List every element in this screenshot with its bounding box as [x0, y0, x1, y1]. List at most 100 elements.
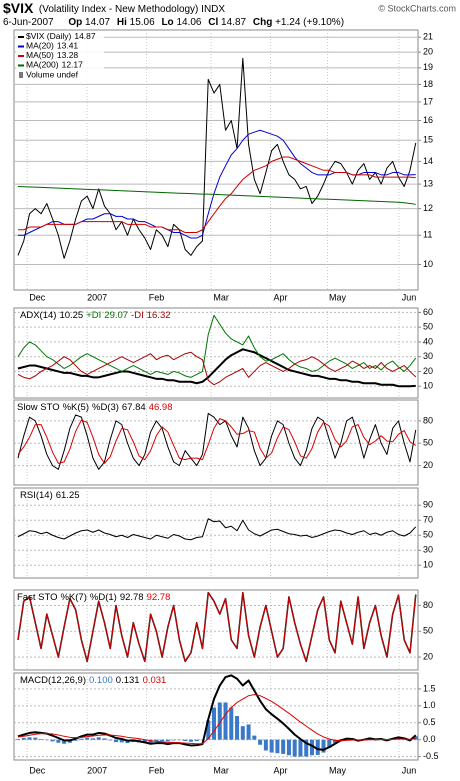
histogram-bar [171, 739, 176, 741]
series-line [17, 314, 417, 378]
legend-extra: Volume undef [26, 69, 79, 79]
histogram-bar [246, 724, 251, 740]
histogram-bar [90, 738, 95, 740]
legend-entry: MA(20) 13.41 [26, 41, 78, 51]
quote-line: 6-Jun-2007 Op 14.07 Hi 15.06 Lo 14.06 Cl… [3, 17, 344, 28]
legend-value: 13.28 [57, 50, 79, 60]
series-name: %D(1) [90, 592, 117, 603]
histogram-bar [269, 739, 274, 753]
series-value: 61.25 [56, 490, 80, 501]
y-tick-label: 16 [423, 115, 433, 125]
x-tick-label: Dec [29, 292, 46, 302]
histogram-bar [298, 739, 303, 757]
y-tick-label: 20 [423, 651, 433, 661]
histogram-bar [304, 739, 309, 757]
panel-title: Slow STO %K(5) %D(3) 67.84 46.98 [17, 402, 172, 413]
histogram-bar [142, 739, 147, 743]
legend-name: MA(200) [26, 60, 59, 70]
y-tick-label: 80 [423, 600, 433, 610]
histogram-bar [16, 739, 20, 740]
quote-value: 14.07 [85, 17, 110, 28]
quote-value: 15.06 [130, 17, 155, 28]
symbol: $VIX [3, 0, 34, 16]
series-line [17, 694, 416, 745]
y-tick-label: 10 [423, 381, 433, 391]
panel-title: ADX(14) 10.25 +DI 29.07 -DI 16.32 [20, 310, 171, 321]
x-tick-label: Feb [149, 765, 165, 775]
histogram-bar [309, 739, 314, 756]
histogram-bar [229, 707, 234, 740]
series-value: 0.131 [116, 675, 140, 686]
histogram-bar [263, 739, 268, 751]
header-line: $VIX (Volatility Index - New Methodology… [3, 0, 225, 16]
histogram-bar [56, 739, 61, 743]
series-line [17, 348, 416, 388]
series-line [17, 351, 417, 386]
legend-value: 12.17 [62, 60, 84, 70]
series-value: 92.78 [120, 592, 144, 603]
panel-title-text: Fast STO [17, 592, 57, 603]
y-tick-label: 40 [423, 336, 433, 346]
y-tick-label: 50 [423, 438, 433, 448]
histogram-bar [44, 739, 49, 741]
histogram-bar [321, 739, 326, 753]
y-tick-label: 50 [423, 322, 433, 332]
y-tick-label: 12 [423, 203, 433, 213]
y-tick-label: 30 [423, 545, 433, 555]
series-line [17, 412, 417, 470]
histogram-bar [50, 739, 55, 742]
x-tick-label: Jun [402, 292, 417, 302]
histogram-bar [223, 702, 228, 740]
x-tick-label: 2007 [87, 765, 107, 775]
y-tick-label: 10 [423, 259, 433, 269]
x-tick-label: May [329, 292, 347, 302]
y-tick-label: 1.5 [423, 683, 436, 693]
series-line [17, 592, 417, 662]
y-tick-label: 20 [423, 460, 433, 470]
series-value: 92.78 [147, 592, 171, 603]
legend-value: 14.87 [74, 31, 96, 41]
series-value: 0.031 [143, 675, 167, 686]
histogram-bar [217, 702, 222, 740]
legend-name: MA(20) [26, 41, 54, 51]
histogram-bar [102, 738, 107, 740]
quote-label: Hi [117, 17, 127, 28]
histogram-bar [413, 736, 418, 740]
legend-entry: $VIX (Daily) 14.87 [26, 31, 96, 41]
y-tick-label: 10 [423, 560, 433, 570]
quote-value: 14.87 [221, 17, 246, 28]
series-name: ADX(14) [20, 310, 56, 321]
series-line [17, 185, 416, 205]
series-name: %D(3) [92, 402, 119, 413]
y-tick-label: 17 [423, 96, 433, 106]
quote-label: Cl [208, 17, 218, 28]
histogram-bar [165, 739, 170, 742]
series-name: +DI [86, 310, 101, 321]
x-tick-label: Mar [213, 765, 229, 775]
panel-frame [13, 307, 419, 399]
y-tick-label: 60 [423, 307, 433, 317]
y-tick-label: 21 [423, 32, 433, 42]
panel-frame [13, 487, 419, 579]
series-value: 67.84 [122, 402, 146, 413]
series-line [17, 518, 417, 541]
y-tick-label: 13 [423, 178, 433, 188]
y-tick-label: 18 [423, 79, 433, 89]
histogram-bar [154, 739, 159, 742]
x-tick-label: Jun [402, 765, 417, 775]
histogram-bar [62, 739, 67, 744]
series-name: MACD(12,26,9) [20, 675, 86, 686]
histogram-bar [333, 739, 338, 744]
histogram-bar [160, 739, 165, 742]
panel-title-text: Slow STO [17, 402, 60, 413]
histogram-bar [177, 739, 182, 741]
histogram-bar [108, 739, 113, 741]
legend-name: MA(50) [26, 50, 54, 60]
y-tick-label: 80 [423, 415, 433, 425]
quote-label: Lo [161, 17, 173, 28]
histogram-bar [27, 737, 32, 740]
series-name: %K(5) [63, 402, 89, 413]
x-tick-label: 2007 [87, 292, 107, 302]
